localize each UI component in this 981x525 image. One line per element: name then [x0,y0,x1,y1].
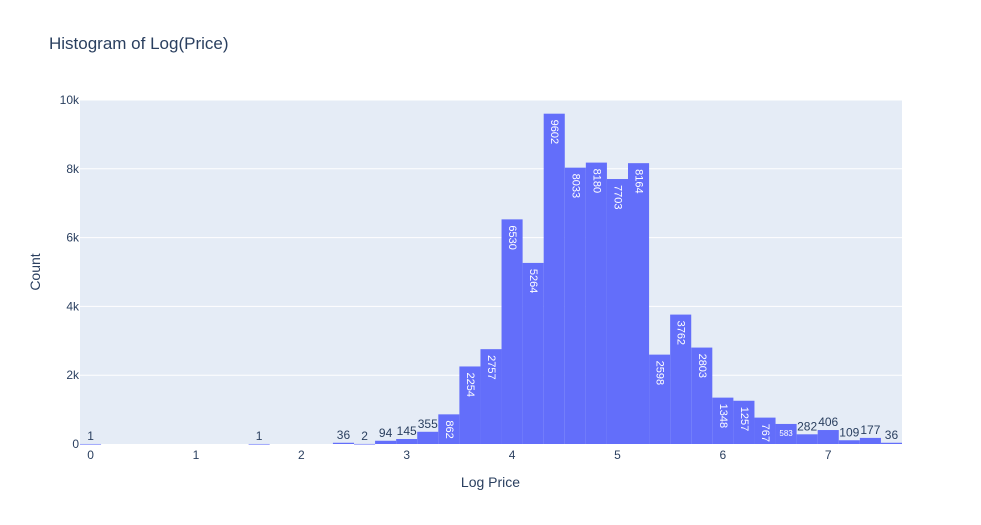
x-tick-label: 6 [720,448,727,462]
y-axis-label: Count [27,253,43,291]
bar-value-label: 177 [860,423,880,437]
bar-value-label: 8180 [590,169,602,193]
histogram-bar [606,179,628,445]
bar-value-label: 3762 [675,321,687,345]
x-tick-label: 7 [825,448,832,462]
histogram-bar [754,417,776,444]
x-axis-label: Log Price [460,474,521,490]
y-tick-label: 10k [60,93,80,107]
x-tick-label: 2 [298,448,305,462]
histogram-bar [859,437,881,444]
bar-value-label: 94 [379,426,393,440]
histogram-bar [796,434,818,444]
bar-value-label: 1 [87,429,94,443]
histogram-bar [712,397,734,444]
bar-value-label: 2598 [654,361,666,385]
y-tick-label: 0 [72,437,79,451]
bar-value-label: 9602 [548,120,560,144]
histogram-bar [501,219,523,444]
bar-value-label: 583 [779,429,793,438]
histogram-bar [775,423,797,444]
x-axis-ticks: 0 1 2 3 4 5 6 7 [87,448,832,462]
bar-value-label: 355 [418,417,438,431]
bar-value-label: 282 [797,419,817,433]
bar-value-label: 8164 [633,169,645,193]
bar-value-label: 862 [443,420,455,438]
bar-value-label: 5264 [527,269,539,293]
bar-value-label: 145 [397,424,417,438]
histogram-bar [522,262,544,444]
histogram-bar [417,431,439,444]
x-tick-label: 5 [614,448,621,462]
bar-value-label: 36 [885,428,899,442]
histogram-bar [564,167,586,444]
y-tick-label: 6k [66,231,80,245]
histogram-bar [670,314,692,444]
bar-value-label: 2 [361,429,368,443]
bar-value-label: 109 [839,425,859,439]
histogram-bar [438,414,460,444]
bars [80,113,902,445]
chart-title: Histogram of Log(Price) [49,34,229,53]
histogram-bar [354,443,376,445]
histogram-bar [396,439,418,444]
bar-value-label: 36 [337,428,351,442]
x-tick-label: 0 [87,448,94,462]
y-tick-label: 2k [66,368,80,382]
histogram-bar [733,400,755,444]
histogram-bar [332,442,354,444]
histogram-bar [817,430,839,444]
bar-value-label: 1257 [738,407,750,431]
bar-value-label: 2254 [464,372,476,396]
bar-value-label: 8033 [569,174,581,198]
bar-value-label: 2757 [485,355,497,379]
histogram-bar [543,113,565,445]
bar-value-label: 1 [256,429,263,443]
bar-value-label: 1348 [717,404,729,428]
histogram-bar [649,354,671,444]
x-tick-label: 1 [193,448,200,462]
bar-value-label: 406 [818,415,838,429]
x-tick-label: 4 [509,448,516,462]
histogram-bar [480,349,502,444]
histogram-bar [375,440,397,444]
histogram-bar [628,163,650,445]
x-tick-label: 3 [403,448,410,462]
histogram-bar [691,347,713,444]
bar-value-label: 767 [759,424,771,442]
bar-value-label: 7703 [611,185,623,209]
histogram-bar [585,162,607,444]
bar-value-label: 2803 [696,354,708,378]
histogram-bar [459,366,481,444]
bar-value-label: 6530 [506,225,518,249]
y-tick-label: 4k [66,299,80,313]
histogram-bar [248,443,270,445]
y-axis-ticks: 0 2k 4k 6k 8k 10k [60,93,80,451]
histogram-bar [880,442,902,444]
histogram-bar [80,443,102,445]
histogram-bar [838,440,860,444]
y-tick-label: 8k [66,162,80,176]
